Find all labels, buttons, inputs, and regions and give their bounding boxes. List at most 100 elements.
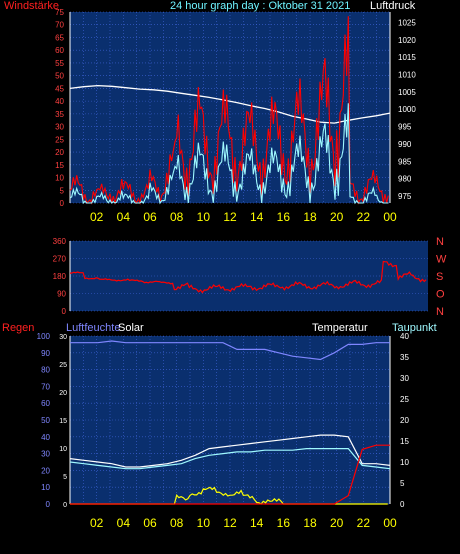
wind-tick-label: 65 [55, 33, 64, 42]
pressure-tick-label: 980 [398, 175, 412, 184]
solar-tick-label: 20 [59, 390, 67, 397]
series-temperatur [69, 434, 391, 468]
direction-tick-label: 180 [53, 272, 67, 281]
header-title: 24 hour graph day : Oktober 31 2021 [170, 0, 351, 12]
direction-tick-label: 0 [62, 307, 67, 316]
humidity-tick-label: 10 [41, 483, 50, 492]
compass-label: W [436, 254, 447, 266]
label-luftfeuchte: Luftfeuchte [66, 322, 121, 334]
pressure-tick-label: 1010 [398, 71, 416, 80]
solar-tick-label: 15 [59, 418, 67, 425]
solar-tick-label: 30 [59, 334, 67, 341]
header-right-label: Luftdruck [370, 0, 416, 12]
humidity-tick-label: 30 [41, 450, 50, 459]
wind-tick-label: 0 [60, 199, 65, 208]
wind-tick-label: 20 [55, 148, 64, 157]
humidity-tick-label: 70 [41, 382, 50, 391]
series-taupunkt [69, 448, 391, 470]
wind-tick-label: 10 [55, 174, 64, 183]
humidity-tick-label: 100 [37, 332, 51, 341]
humidity-tick-label: 0 [46, 500, 51, 509]
temperature-tick-label: 20 [400, 416, 409, 425]
direction-tick-label: 270 [53, 255, 67, 264]
wind-tick-label: 50 [55, 72, 64, 81]
label-solar: Solar [118, 322, 144, 334]
x-tick-label-wind: 18 [303, 210, 317, 224]
wind-tick-label: 40 [55, 97, 64, 106]
humidity-tick-label: 60 [41, 399, 50, 408]
humidity-tick-label: 40 [41, 433, 50, 442]
humidity-tick-label: 50 [41, 416, 50, 425]
series-regen [70, 444, 390, 505]
header-left-label: Windstärke [4, 0, 60, 12]
pressure-tick-label: 985 [398, 157, 412, 166]
wind-tick-label: 25 [55, 135, 64, 144]
solar-tick-label: 5 [63, 474, 67, 481]
x-tick-label-climate: 04 [117, 516, 131, 530]
humidity-tick-label: 20 [41, 466, 50, 475]
x-tick-label-wind: 02 [90, 210, 104, 224]
wind-tick-label: 45 [55, 84, 64, 93]
pressure-tick-label: 990 [398, 140, 412, 149]
x-tick-label-climate: 16 [277, 516, 291, 530]
compass-label: N [436, 236, 444, 248]
x-tick-label-wind: 10 [197, 210, 211, 224]
x-tick-label-wind: 04 [117, 210, 131, 224]
temperature-tick-label: 10 [400, 458, 409, 467]
compass-label: S [436, 271, 443, 283]
x-tick-label-climate: 20 [330, 516, 344, 530]
solar-tick-label: 25 [59, 362, 67, 369]
pressure-tick-label: 1005 [398, 88, 416, 97]
label-temperatur: Temperatur [312, 322, 368, 334]
direction-tick-label: 90 [57, 290, 66, 299]
x-tick-label-climate: 06 [143, 516, 157, 530]
x-tick-label-climate: 02 [90, 516, 104, 530]
pressure-tick-label: 975 [398, 192, 412, 201]
wind-tick-label: 15 [55, 161, 64, 170]
label-regen: Regen [2, 322, 35, 334]
compass-label: O [436, 289, 445, 301]
temperature-tick-label: 35 [400, 353, 409, 362]
x-tick-label-wind: 12 [223, 210, 237, 224]
temperature-tick-label: 0 [400, 500, 405, 509]
pressure-tick-label: 1015 [398, 53, 416, 62]
compass-label: N [436, 306, 444, 318]
wind-tick-label: 60 [55, 46, 64, 55]
x-tick-label-climate: 18 [303, 516, 317, 530]
series-luftfeuchte [70, 340, 390, 361]
plot-area-direction [70, 241, 428, 311]
x-tick-label-wind: 06 [143, 210, 157, 224]
wind-tick-label: 5 [60, 186, 65, 195]
x-tick-label-climate: 00 [383, 516, 397, 530]
label-taupunkt: Taupunkt [392, 322, 437, 334]
x-tick-label-wind: 08 [170, 210, 184, 224]
x-tick-label-climate: 14 [250, 516, 264, 530]
wind-tick-label: 75 [55, 8, 64, 17]
x-tick-label-climate: 12 [223, 516, 237, 530]
humidity-tick-label: 90 [41, 349, 50, 358]
wind-tick-label: 70 [55, 21, 64, 30]
wind-tick-label: 30 [55, 123, 64, 132]
solar-tick-label: 0 [63, 502, 67, 509]
x-tick-label-climate: 10 [197, 516, 211, 530]
wind-tick-label: 35 [55, 110, 64, 119]
pressure-tick-label: 995 [398, 123, 412, 132]
wind-direction-line [69, 260, 427, 294]
humidity-tick-label: 80 [41, 366, 50, 375]
x-tick-label-wind: 00 [383, 210, 397, 224]
x-tick-label-wind: 22 [357, 210, 371, 224]
wind-tick-label: 55 [55, 59, 64, 68]
temperature-tick-label: 25 [400, 395, 409, 404]
wind-speed-line [69, 103, 389, 205]
pressure-line [69, 84, 391, 124]
x-tick-label-climate: 08 [170, 516, 184, 530]
direction-tick-label: 360 [53, 237, 67, 246]
pressure-tick-label: 1020 [398, 36, 416, 45]
x-tick-label-wind: 14 [250, 210, 264, 224]
solar-tick-label: 10 [59, 446, 67, 453]
temperature-tick-label: 30 [400, 374, 409, 383]
wind-gust-line [69, 16, 389, 206]
x-tick-label-wind: 20 [330, 210, 344, 224]
x-tick-label-wind: 16 [277, 210, 291, 224]
